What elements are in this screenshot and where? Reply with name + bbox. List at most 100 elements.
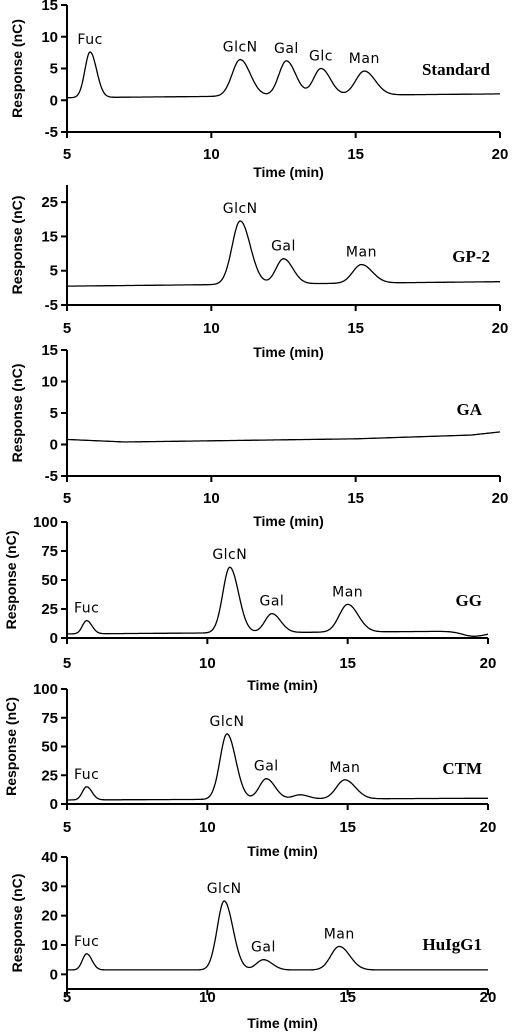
y-tick-label: 15	[41, 228, 58, 245]
peak-label-glcn: GlcN	[223, 201, 258, 217]
y-tick-label: 75	[41, 543, 58, 560]
y-tick-label: 5	[50, 61, 58, 78]
x-tick-label: 5	[63, 989, 71, 1006]
x-tick-label: 15	[347, 490, 364, 507]
x-tick-label: 20	[492, 320, 509, 337]
y-tick-label: 0	[50, 92, 58, 109]
peak-label-gal: Gal	[254, 759, 279, 775]
y-tick-label: 15	[41, 0, 58, 14]
x-tick-label: 10	[203, 146, 220, 163]
chromatogram-trace	[67, 220, 500, 287]
chart-panel-ga: -5 0 5 10 15 5 10 15 20 Time (min) Response (nC) GA	[9, 342, 508, 529]
y-axis-title: Response (nC)	[3, 697, 19, 796]
peak-label-gal: Gal	[259, 594, 284, 610]
y-tick-label: 40	[41, 849, 58, 866]
y-tick-label: 25	[41, 601, 58, 618]
peak-label-glcn: GlcN	[223, 40, 258, 56]
chart-panel-huigg1: 0 10 20 30 40 5 10 15 20 Time (min) Response (nC) F…	[9, 849, 496, 1031]
peak-label-glcn: GlcN	[207, 881, 242, 897]
peak-label-fuc: Fuc	[74, 934, 99, 950]
x-tick-label: 10	[203, 490, 220, 507]
x-tick-label: 20	[492, 146, 509, 163]
y-tick-label: 25	[41, 767, 58, 784]
y-tick-label: 50	[41, 572, 58, 589]
y-tick-label: 50	[41, 739, 58, 756]
chromatogram-trace	[67, 431, 501, 443]
peak-label-gal: Gal	[251, 940, 276, 956]
x-axis-title: Time (min)	[253, 344, 324, 360]
chart-panel-standard: -5 0 5 10 15 5 10 15 20 Time (min) Response (nC) Fu…	[9, 0, 508, 180]
peak-label-fuc: Fuc	[74, 767, 99, 783]
peak-label-fuc: Fuc	[77, 32, 102, 48]
peak-label-glc: Glc	[309, 49, 333, 65]
y-tick-label: 5	[50, 263, 58, 280]
y-tick-label: -5	[45, 297, 58, 314]
sample-name: GG	[456, 591, 482, 610]
y-tick-label: 5	[50, 405, 58, 422]
sample-name: GP-2	[452, 247, 490, 266]
y-tick-label: 0	[50, 437, 58, 454]
sample-name: CTM	[442, 759, 482, 778]
x-tick-label: 15	[339, 989, 356, 1006]
peak-label-man: Man	[329, 760, 360, 776]
y-tick-label: -5	[45, 468, 58, 485]
x-tick-label: 15	[339, 819, 356, 836]
y-tick-label: 10	[41, 374, 58, 391]
y-tick-label: 0	[50, 966, 58, 983]
peak-label-glcn: GlcN	[212, 547, 247, 563]
x-axis-title: Time (min)	[247, 677, 318, 693]
sample-name: HuIgG1	[422, 935, 482, 954]
peak-label-glcn: GlcN	[210, 714, 245, 730]
peak-label-man: Man	[332, 584, 363, 600]
y-tick-label: 0	[50, 796, 58, 813]
x-tick-label: 5	[63, 655, 71, 672]
y-tick-label: 0	[50, 630, 58, 647]
chromatogram-trace	[67, 51, 500, 99]
y-tick-label: 15	[41, 342, 58, 359]
x-axis-title: Time (min)	[253, 513, 324, 529]
x-tick-label: 20	[480, 819, 497, 836]
x-tick-label: 15	[347, 146, 364, 163]
peak-label-fuc: Fuc	[74, 601, 99, 617]
chart-panel-gp-2: -5 5 15 25 5 10 15 20 Time (min) Response (nC) Glc…	[9, 185, 508, 360]
x-tick-label: 20	[480, 989, 497, 1006]
chart-panel-gg: 0 25 50 75 100 5 10 15 20 Time (min) Response (nC)…	[3, 514, 496, 693]
y-axis-title: Response (nC)	[9, 364, 25, 463]
x-tick-label: 5	[63, 146, 71, 163]
x-tick-label: 15	[347, 320, 364, 337]
y-tick-label: 100	[33, 514, 58, 531]
peak-label-man: Man	[324, 926, 355, 942]
x-tick-label: 5	[63, 320, 71, 337]
x-tick-label: 20	[480, 655, 497, 672]
chromatogram-trace	[67, 900, 488, 971]
chromatogram-trace	[67, 733, 488, 801]
sample-name: GA	[457, 400, 483, 419]
y-tick-label: 100	[33, 681, 58, 698]
x-tick-label: 20	[492, 490, 509, 507]
y-axis-title: Response (nC)	[9, 196, 25, 295]
y-tick-label: 10	[41, 937, 58, 954]
sample-name: Standard	[422, 60, 491, 79]
x-axis-title: Time (min)	[247, 1015, 318, 1031]
peak-label-man: Man	[349, 51, 380, 67]
y-tick-label: 30	[41, 878, 58, 895]
y-tick-label: 75	[41, 710, 58, 727]
y-tick-label: 10	[41, 29, 58, 46]
peak-label-gal: Gal	[274, 41, 299, 57]
x-tick-label: 10	[199, 819, 216, 836]
chromatogram-trace	[67, 566, 489, 637]
y-axis-title: Response (nC)	[3, 531, 19, 630]
x-tick-label: 5	[63, 819, 71, 836]
peak-label-man: Man	[346, 245, 377, 261]
peak-label-gal: Gal	[271, 239, 296, 255]
y-tick-label: 25	[41, 194, 58, 211]
x-tick-label: 10	[199, 655, 216, 672]
y-tick-label: 20	[41, 908, 58, 925]
chart-panel-ctm: 0 25 50 75 100 5 10 15 20 Time (min) Response (nC)…	[3, 681, 496, 859]
x-tick-label: 10	[203, 320, 220, 337]
y-tick-label: -5	[45, 124, 58, 141]
y-axis-title: Response (nC)	[9, 19, 25, 118]
y-axis-title: Response (nC)	[9, 874, 25, 973]
x-axis-title: Time (min)	[253, 164, 324, 180]
